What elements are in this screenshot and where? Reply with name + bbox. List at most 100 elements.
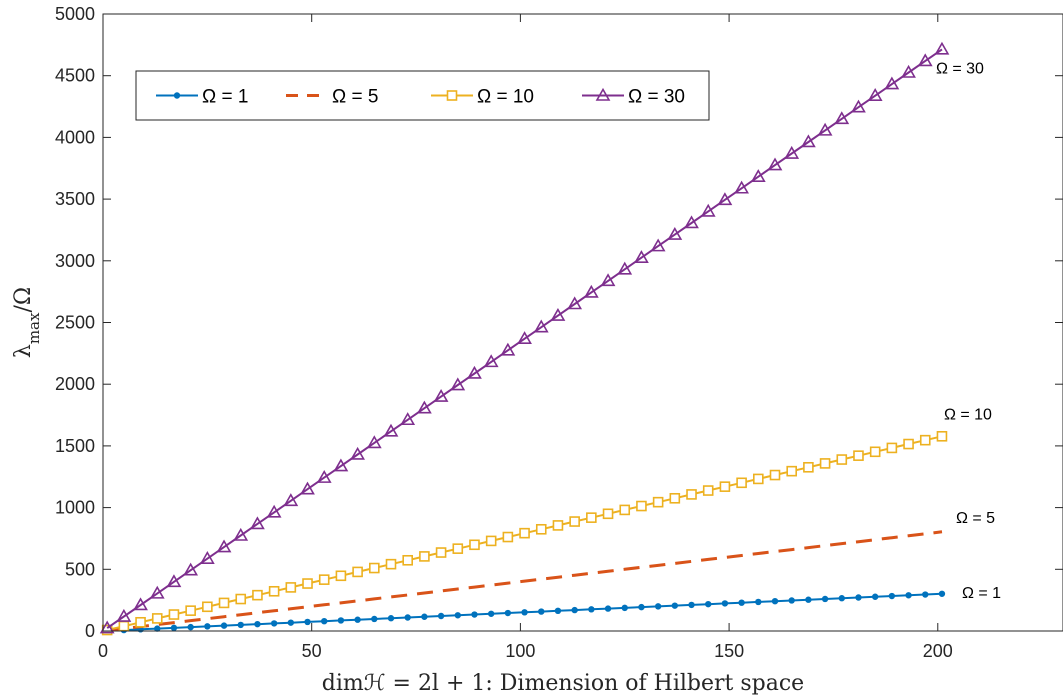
data-point — [218, 597, 230, 609]
y-tick-label: 2500 — [55, 313, 95, 333]
data-point — [805, 596, 812, 603]
data-point — [233, 527, 249, 541]
data-point — [252, 589, 263, 601]
legend-item: Ω = 1 — [156, 87, 248, 108]
data-point — [638, 603, 645, 611]
data-point — [118, 620, 130, 632]
data-point — [688, 601, 695, 609]
legend-item: Ω = 5 — [286, 87, 378, 108]
data-point — [419, 551, 430, 562]
data-point — [435, 547, 447, 558]
data-point — [487, 610, 495, 617]
series-4 — [99, 41, 950, 634]
data-point — [750, 169, 766, 182]
data-point — [502, 531, 514, 543]
data-point — [788, 597, 795, 604]
data-point — [166, 574, 182, 588]
legend-item: Ω = 30 — [582, 87, 685, 108]
data-point — [116, 608, 132, 622]
data-point — [469, 539, 480, 551]
data-point — [371, 615, 378, 623]
data-point — [318, 574, 330, 585]
data-point — [402, 554, 413, 566]
y-tick-label: 0 — [85, 621, 95, 641]
data-point — [650, 238, 666, 252]
data-point — [636, 500, 647, 512]
data-point — [417, 400, 432, 414]
data-point — [185, 605, 196, 616]
data-point — [617, 261, 633, 275]
data-point — [517, 331, 532, 345]
legend-marker — [173, 92, 181, 99]
data-point — [817, 122, 833, 136]
data-point — [285, 582, 297, 593]
data-point — [684, 215, 699, 229]
data-point — [934, 41, 950, 55]
data-point — [471, 611, 478, 618]
data-point — [135, 616, 146, 628]
legend-marker — [446, 90, 458, 101]
data-point — [250, 516, 265, 530]
data-point — [170, 624, 178, 632]
data-point — [500, 342, 516, 356]
data-point — [433, 388, 449, 402]
data-point — [867, 88, 883, 101]
data-point — [154, 625, 161, 632]
data-point — [600, 273, 616, 287]
data-point — [335, 570, 347, 582]
data-point — [719, 481, 731, 492]
data-point — [266, 504, 282, 518]
data-point — [888, 592, 896, 600]
data-point — [268, 585, 280, 597]
data-point — [287, 619, 295, 626]
data-point — [700, 203, 716, 217]
data-point — [220, 622, 228, 629]
data-point — [602, 508, 614, 520]
data-point — [485, 535, 497, 547]
data-point — [671, 602, 679, 609]
data-point — [254, 620, 261, 628]
data-point — [886, 442, 898, 454]
x-tick-label: 0 — [98, 641, 108, 661]
data-point — [202, 601, 213, 613]
data-point — [316, 470, 332, 483]
y-axis-title: λmax/Ω — [11, 287, 43, 358]
data-point — [769, 469, 781, 481]
data-point — [922, 591, 929, 598]
data-point — [369, 562, 380, 574]
data-point — [521, 609, 528, 616]
y-tick-label: 3500 — [55, 189, 95, 209]
data-point — [851, 99, 866, 113]
legend: Ω = 1 Ω = 5 Ω = 10 Ω = 30 — [135, 70, 710, 121]
data-point — [819, 458, 831, 469]
data-point — [936, 430, 948, 442]
series-layer — [99, 41, 950, 636]
data-point — [421, 613, 428, 620]
data-point — [554, 607, 562, 615]
series-end-label: Ω = 1 — [962, 585, 1001, 602]
data-point — [571, 606, 578, 614]
data-point — [767, 157, 783, 171]
data-point — [400, 412, 416, 426]
data-point — [801, 134, 816, 148]
y-tick-label: 4000 — [55, 127, 95, 147]
data-point — [535, 523, 547, 535]
data-point — [905, 592, 912, 599]
data-point — [387, 615, 395, 622]
data-point — [183, 562, 199, 576]
end-labels: Ω = 1 Ω = 5 Ω = 10 Ω = 30 — [936, 60, 1001, 601]
data-point — [836, 454, 848, 465]
data-point — [168, 609, 180, 620]
data-point — [385, 558, 397, 570]
data-point — [337, 617, 345, 624]
data-point — [855, 594, 862, 601]
data-point — [786, 465, 797, 477]
data-point — [483, 354, 499, 368]
axes: 0 50 100 150 2000500100015002000250030003500… — [55, 4, 1063, 661]
data-point — [321, 617, 328, 625]
data-point — [404, 614, 411, 621]
data-point — [734, 180, 749, 194]
x-tick-label: 50 — [302, 641, 322, 661]
y-tick-label: 1000 — [55, 498, 95, 518]
data-point — [838, 595, 845, 602]
